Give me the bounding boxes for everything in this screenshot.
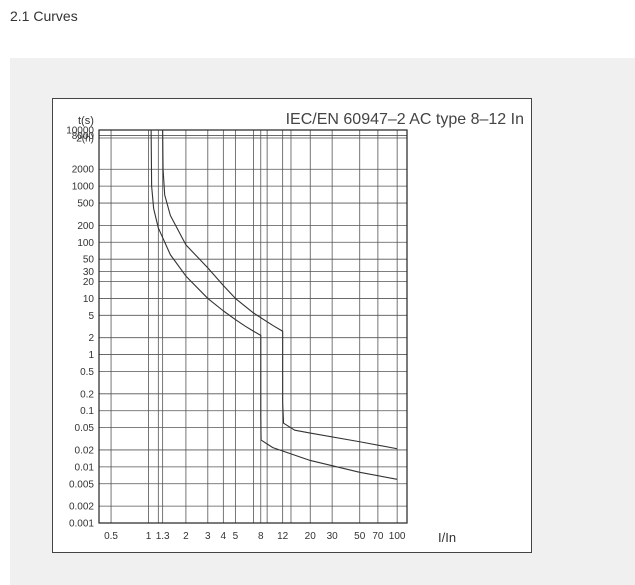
y-tick-label: 50 [83, 255, 95, 266]
x-tick-label: 30 [327, 531, 339, 542]
y-tick-label: 0.005 [69, 479, 94, 490]
vertical-gridlines [110, 130, 398, 523]
section-title: 2.1 Curves [10, 8, 78, 24]
y-tick-label: 0.01 [75, 462, 95, 473]
y-tick-label: 0.05 [75, 423, 95, 434]
y-tick-label: 0.02 [75, 445, 95, 456]
y-axis-label: t(s) [78, 115, 94, 127]
x-tick-label: 5 [233, 531, 239, 542]
y-tick-label: 2(h) [76, 134, 94, 145]
x-tick-label: 0.5 [104, 531, 118, 542]
y-tick-label: 0.2 [80, 389, 94, 400]
chart-frame [52, 98, 532, 553]
x-tick-label: 100 [389, 531, 406, 542]
y-tick-label: 0.1 [80, 406, 94, 417]
y-tick-label: 20 [83, 277, 95, 288]
x-tick-label: 1.3 [156, 531, 170, 542]
x-tick-label: 8 [258, 531, 264, 542]
x-tick-label: 3 [205, 531, 211, 542]
y-tick-label: 200 [77, 221, 94, 232]
y-tick-label: 5 [88, 311, 94, 322]
trip-curve-upper [162, 129, 398, 450]
trip-curve-lower [150, 129, 398, 480]
y-tick-label: 30 [83, 267, 95, 278]
y-tick-label: 100 [77, 238, 94, 249]
y-tick-label: 2000 [72, 165, 95, 176]
x-tick-label: 2 [183, 531, 189, 542]
plot-border [98, 129, 408, 524]
y-tick-label: 0.001 [69, 519, 94, 530]
y-tick-label: 10000 [66, 126, 94, 137]
x-tick-label: 4 [221, 531, 227, 542]
x-tick-label: 1 [146, 531, 152, 542]
x-tick-labels: 0.5 1 1.3 2 3 4 5 8 12 20 30 50 70 100 [104, 531, 406, 542]
y-tick-label: 2 [88, 333, 94, 344]
horizontal-gridlines [99, 129, 407, 524]
x-tick-label: 20 [305, 531, 317, 542]
x-tick-label: 50 [354, 531, 366, 542]
y-tick-label: 8000 [72, 131, 95, 142]
chart-title: IEC/EN 60947–2 AC type 8–12 In [286, 111, 524, 128]
y-tick-label: 500 [77, 199, 94, 210]
y-tick-label: 0.5 [80, 367, 94, 378]
y-tick-label: 1 [88, 350, 94, 361]
x-axis-label: I/In [438, 530, 456, 545]
curves [150, 129, 398, 480]
x-tick-label: 70 [372, 531, 384, 542]
y-tick-label: 0.002 [69, 502, 94, 513]
y-tick-label: 10 [83, 294, 95, 305]
x-tick-label: 12 [277, 531, 289, 542]
y-tick-label: 1000 [72, 182, 95, 193]
